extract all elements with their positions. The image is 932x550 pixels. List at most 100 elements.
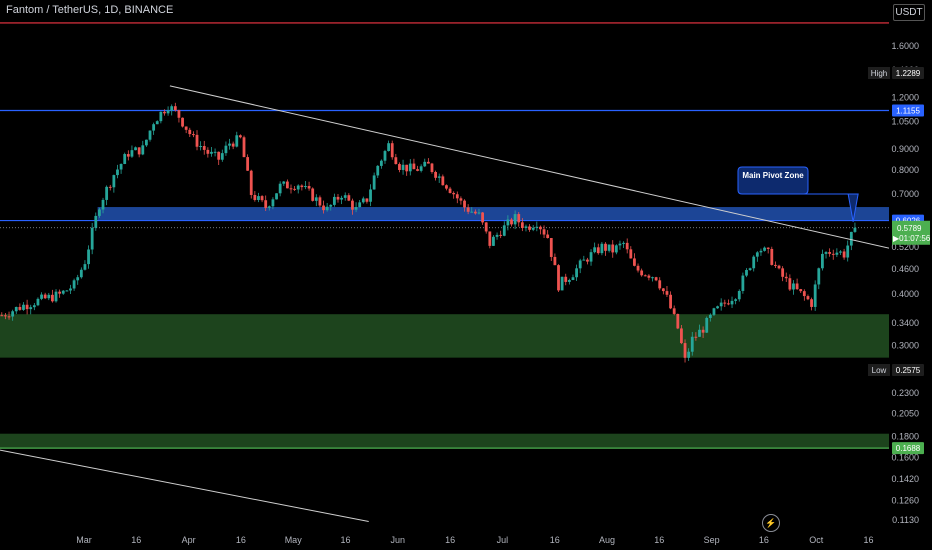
candle-body bbox=[322, 205, 325, 211]
candle-body bbox=[361, 198, 365, 203]
candle-body bbox=[235, 135, 239, 147]
candle-body bbox=[513, 214, 517, 225]
candle-body bbox=[510, 219, 513, 225]
last-price-box bbox=[892, 220, 930, 245]
candle-body bbox=[0, 315, 4, 317]
candle-body bbox=[448, 188, 452, 193]
candle-body bbox=[79, 269, 83, 278]
time-axis[interactable]: Mar 16 Apr 16 May 16 Jun 16 Jul 16 Aug 16 Sep 16 Oct 16 bbox=[76, 535, 873, 545]
candle-body bbox=[701, 329, 705, 333]
candle-body bbox=[557, 265, 560, 291]
candle-body bbox=[119, 163, 123, 170]
candle-body bbox=[676, 313, 680, 329]
price-tick-label: 0.8000 bbox=[891, 165, 919, 175]
candle-body bbox=[604, 243, 607, 251]
candle-body bbox=[260, 196, 264, 201]
candle-body bbox=[72, 280, 76, 289]
candle-body bbox=[571, 277, 575, 281]
price-tick-label: 0.2050 bbox=[891, 408, 919, 418]
candle-body bbox=[408, 163, 412, 172]
candle-body bbox=[546, 234, 550, 239]
candle-body bbox=[170, 106, 174, 111]
candle-body bbox=[7, 316, 11, 318]
candle-body bbox=[36, 298, 40, 306]
bolt-icon[interactable]: ⚡ bbox=[762, 514, 780, 532]
currency-button[interactable]: USDT bbox=[893, 4, 925, 21]
candle-body bbox=[47, 294, 51, 299]
candle-body bbox=[332, 196, 336, 205]
price-tick-label: 0.4600 bbox=[891, 264, 919, 274]
candle-body bbox=[354, 207, 358, 210]
low-price-label-caption-bg bbox=[868, 364, 890, 376]
candle-body bbox=[184, 126, 188, 130]
candle-body bbox=[492, 236, 495, 246]
high-price-label-value: 1.2289 bbox=[896, 69, 921, 78]
candle-body bbox=[285, 181, 289, 189]
candle-body bbox=[210, 151, 213, 154]
candle-body bbox=[614, 245, 618, 253]
candle-body bbox=[58, 291, 62, 294]
candle-body bbox=[224, 145, 228, 154]
time-tick-label: 16 bbox=[863, 535, 873, 545]
candle-body bbox=[633, 258, 636, 266]
candle-body bbox=[137, 147, 141, 155]
candle-body bbox=[658, 280, 662, 289]
candle-body bbox=[727, 303, 730, 305]
candle-body bbox=[365, 198, 369, 202]
countdown-timer: ▶01:07:56 bbox=[893, 234, 931, 243]
time-tick-label: Jun bbox=[391, 535, 406, 545]
candle-body bbox=[795, 283, 799, 290]
price-tick-label: 1.6000 bbox=[891, 41, 919, 51]
candle-body bbox=[488, 231, 492, 246]
candle-body bbox=[647, 275, 651, 278]
candle-body bbox=[51, 294, 54, 302]
candle-body bbox=[188, 129, 192, 135]
candle-body bbox=[87, 249, 90, 265]
last-price-value: 0.5789 bbox=[897, 224, 922, 233]
candle-body bbox=[792, 283, 795, 290]
candle-body bbox=[412, 163, 416, 170]
candle-body bbox=[582, 259, 586, 261]
candle-body bbox=[231, 143, 235, 147]
candle-body bbox=[173, 106, 177, 111]
candle-body bbox=[828, 252, 832, 254]
candle-body bbox=[669, 294, 672, 309]
candle-body bbox=[593, 247, 597, 253]
price-axis[interactable]: 1.60001.40001.20001.05000.90000.80000.70… bbox=[889, 0, 932, 550]
candle-body bbox=[257, 196, 260, 200]
candle-body bbox=[737, 290, 741, 300]
zone-green-1 bbox=[0, 314, 889, 358]
candle-body bbox=[622, 242, 625, 244]
candle-body bbox=[506, 219, 510, 226]
candle-body bbox=[589, 252, 593, 262]
candle-body bbox=[567, 280, 571, 282]
candle-body bbox=[379, 160, 383, 166]
candle-body bbox=[705, 317, 709, 333]
low-price-label-caption: Low bbox=[872, 366, 887, 375]
candle-body bbox=[575, 268, 578, 278]
trendline-1 bbox=[0, 449, 369, 522]
line-price-label: 1.1155 bbox=[892, 104, 924, 117]
candle-body bbox=[766, 247, 770, 249]
candle-body bbox=[311, 188, 315, 201]
candle-body bbox=[784, 276, 788, 279]
candle-body bbox=[445, 185, 448, 189]
candle-body bbox=[314, 197, 318, 201]
time-tick-label: Jul bbox=[497, 535, 509, 545]
candle-body bbox=[517, 214, 521, 223]
candle-body bbox=[238, 135, 242, 138]
candle-body bbox=[249, 170, 253, 195]
time-tick-label: 16 bbox=[340, 535, 350, 545]
candle-body bbox=[813, 284, 817, 307]
candle-body bbox=[108, 186, 112, 188]
candle-body bbox=[54, 291, 58, 302]
candle-body bbox=[477, 212, 481, 214]
candle-body bbox=[40, 294, 43, 299]
candle-body bbox=[499, 234, 503, 236]
candle-body bbox=[763, 247, 766, 251]
candle-body bbox=[690, 336, 694, 352]
candle-body bbox=[351, 200, 354, 210]
high-price-label-caption-bg bbox=[868, 67, 890, 79]
main-pivot-zone-callout: Main Pivot Zone bbox=[737, 166, 859, 222]
